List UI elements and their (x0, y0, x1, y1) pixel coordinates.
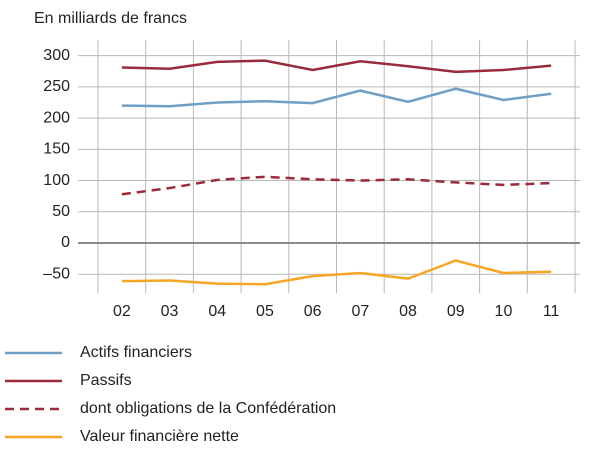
y-axis-label: En milliards de francs (34, 10, 187, 27)
y-tick-label: 0 (61, 234, 70, 251)
series-line (121, 59, 552, 74)
x-tick-label: 05 (256, 303, 274, 320)
series-line (121, 259, 552, 286)
y-tick-label: –50 (43, 265, 70, 282)
x-tick-label: 11 (543, 303, 560, 320)
y-tick-label: 200 (43, 109, 70, 126)
x-tick-label: 04 (208, 303, 226, 320)
series-line (121, 87, 552, 108)
y-tick-label: 100 (43, 172, 70, 189)
x-tick-label: 07 (351, 303, 369, 320)
legend-label: dont obligations de la Confédération (80, 400, 336, 417)
x-tick-label: 08 (399, 303, 417, 320)
x-tick-label: 03 (161, 303, 179, 320)
y-tick-label: 50 (52, 203, 70, 220)
x-tick-label: 06 (304, 303, 322, 320)
y-tick-label: 150 (43, 141, 70, 158)
y-tick-label: 250 (43, 78, 70, 95)
x-tick-label: 09 (447, 303, 465, 320)
legend-label: Valeur financière nette (80, 428, 239, 445)
series-line (121, 175, 552, 196)
x-tick-label: 10 (495, 303, 513, 320)
y-tick-label: 300 (43, 47, 70, 64)
legend-label: Passifs (80, 372, 132, 389)
x-tick-label: 02 (113, 303, 131, 320)
legend-label: Actifs financiers (80, 344, 192, 361)
